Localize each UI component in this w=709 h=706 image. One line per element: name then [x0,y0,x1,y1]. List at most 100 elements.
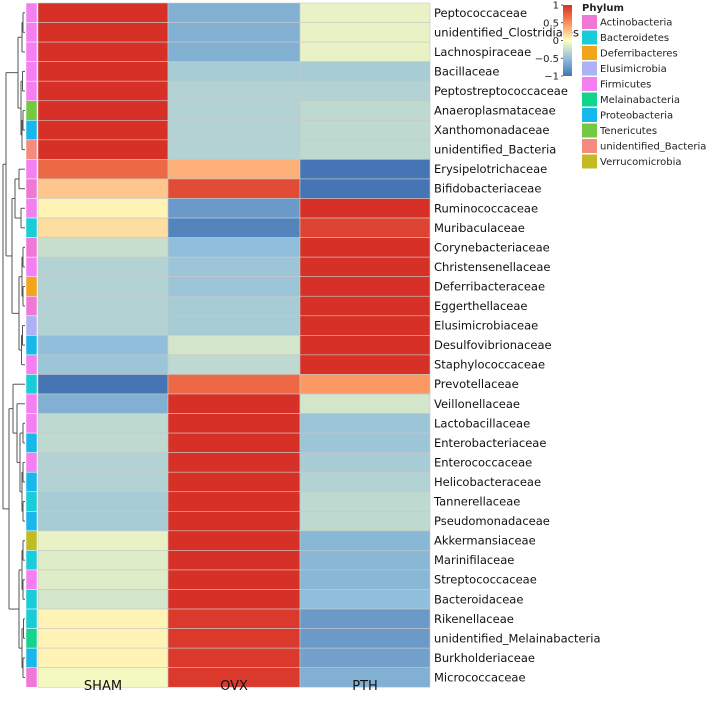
phylum-annotation-cell [25,217,38,238]
heatmap-cell [37,354,169,375]
color-scale-tick-label: 0 [553,36,559,47]
phylum-annotation-cell [25,80,38,101]
heatmap-cell [37,120,169,141]
phylum-annotation-cell [25,276,38,297]
heatmap-cell [37,530,169,551]
heatmap-cell [37,413,169,434]
heatmap-cell [167,413,301,434]
phylum-legend: Phylum Actinobacteria Bacteroidetes Deferri… [582,3,706,169]
heatmap-cell [299,22,431,43]
row-label: Staphylococcaceae [434,358,545,372]
heatmap-cell [167,432,301,453]
row-label: Streptococcaceae [434,573,537,587]
phylum-annotation-cell [25,61,38,82]
row-label: Enterobacteriaceae [434,436,546,450]
color-scale-bar [563,5,572,76]
heatmap-cell [37,628,169,649]
heatmap-cell [167,315,301,336]
heatmap-cell [167,628,301,649]
row-label: Muribaculaceae [434,221,525,235]
heatmap-cell [299,432,431,453]
legend-swatch [582,92,597,107]
heatmap-cell [167,374,301,395]
heatmap-cell [167,178,301,199]
row-label: Peptostreptococcaceae [434,84,568,98]
heatmap-cell [299,628,431,649]
heatmap-cell [37,550,169,571]
heatmap-cell [167,22,301,43]
heatmap-cell [167,237,301,258]
heatmap-cell [299,159,431,180]
phylum-annotation-cell [25,335,38,356]
heatmap-cell [167,510,301,532]
heatmap-cell [299,100,431,121]
heatmap-cell [37,608,169,629]
row-label: Peptococcaceae [434,6,527,20]
heatmap-cell [167,198,301,219]
heatmap-cell [167,217,301,238]
heatmap-cell [167,471,301,493]
heatmap-cell [299,471,431,493]
heatmap-cell [299,120,431,141]
legend-swatch [582,108,597,122]
row-label: Veillonellaceae [434,397,520,411]
heatmap-cell [167,491,301,512]
row-label: Christensenellaceae [434,260,551,274]
row-label: Rikenellaceae [434,612,514,626]
heatmap-cell [167,569,301,590]
legend-label: Proteobacteria [600,111,673,122]
legend-swatch [582,30,597,45]
phylum-annotation-cell [25,2,38,23]
phylum-annotation-cell [25,22,38,43]
heatmap-cell [37,471,169,493]
row-labels: Peptococcaceae unidentified_Clostridiales… [433,6,601,685]
heatmap-cell [37,61,169,82]
heatmap-cell [299,2,431,23]
row-label: Erysipelotrichaceae [434,162,547,176]
heatmap-cell [167,100,301,121]
legend-swatch [582,61,597,76]
phylum-annotation-cell [25,100,38,121]
heatmap-cell [37,198,169,219]
row-label: Tannerellaceae [433,495,520,509]
legend-label: Verrucomicrobia [600,157,682,168]
phylum-annotation-cell [25,628,38,649]
column-label: SHAM [84,679,122,694]
heatmap-cell [37,393,169,414]
heatmap-cell [37,295,169,317]
legend-label: Bacteroidetes [600,33,669,44]
phylum-annotation-cell [25,159,38,180]
legend-swatch [582,139,597,153]
heatmap-cell [167,354,301,375]
column-label: OVX [220,679,248,694]
phylum-annotation-cell [25,452,38,473]
heatmap-cell [299,491,431,512]
heatmap-cell [37,491,169,512]
phylum-annotation-cell [25,530,38,551]
row-label: Xanthomonadaceae [434,123,550,137]
heatmap-cell [37,41,169,62]
heatmap-cell [37,315,169,336]
heatmap-cell [37,335,169,356]
heatmap-cell [299,667,431,688]
row-label: Micrococcaceae [434,670,526,684]
heatmap-cell [299,41,431,62]
heatmap-cell [299,256,431,277]
heatmap-cell [167,647,301,669]
row-label: Bacteroidaceae [434,592,523,606]
row-label: Prevotellaceae [434,377,519,391]
heatmap-cell [299,413,431,434]
phylum-annotation-cell [25,354,38,375]
heatmap-cell [299,354,431,375]
heatmap-cell [37,100,169,121]
phylum-annotation-cell [25,296,38,317]
row-label: Elusimicrobiaceae [434,319,538,333]
heatmap-cell [37,80,169,102]
heatmap-cell [167,295,301,317]
legend-label: Melainabacteria [600,95,680,106]
heatmap-cell [37,256,169,277]
row-label: Corynebacteriaceae [434,240,550,254]
heatmap-cell [37,159,169,180]
row-label: Bacillaceae [434,64,499,78]
